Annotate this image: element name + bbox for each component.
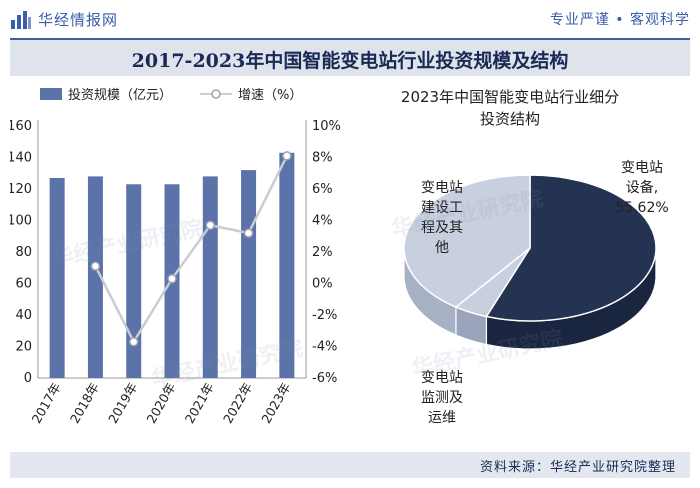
growth-point: [282, 151, 292, 161]
x-tick-label: 2018年: [67, 380, 102, 426]
legend: 投资规模（亿元） 增速（%）: [40, 87, 302, 103]
growth-point: [167, 274, 177, 284]
legend-bar-label: 投资规模（亿元）: [68, 87, 172, 103]
legend-line-marker: [211, 89, 221, 99]
left-tick-label: 120: [10, 182, 32, 197]
x-tick-label: 2017年: [29, 380, 64, 426]
bar: [87, 176, 103, 378]
growth-point: [243, 228, 254, 238]
right-tick-label: -4%: [312, 340, 337, 355]
growth-line: [94, 155, 288, 345]
pie-label-line: 变电站: [421, 180, 463, 196]
left-tick-label: 100: [10, 214, 32, 229]
right-tick-label: 6%: [312, 182, 333, 197]
brand-logo-icon: [11, 11, 31, 29]
pie-slice-label: 变电站建设工程及其他: [421, 180, 463, 256]
chart-panel: 华经产业研究院 华经产业研究院 华经产业研究院 华经产业研究院 投资规模（亿元）…: [7, 76, 690, 460]
growth-point: [90, 261, 101, 271]
pie-label-line: 建设工: [421, 200, 463, 216]
bar: [126, 184, 142, 378]
top-bar: 华经情报网 专业严谨 • 客观科学: [0, 0, 700, 38]
x-tick-label: 2023年: [258, 380, 293, 426]
right-tick-label: 8%: [312, 151, 333, 166]
right-tick-label: 0%: [312, 277, 333, 292]
source-note: 资料来源：华经产业研究院整理: [479, 460, 676, 475]
pie-slice: [403, 174, 531, 308]
brand-name: 华经情报网: [38, 11, 119, 29]
left-tick-label: 60: [15, 277, 32, 292]
x-tick-label: 2019年: [105, 380, 140, 426]
right-tick-label: 2%: [312, 245, 333, 260]
right-tick-label: 4%: [312, 214, 333, 229]
bottom-strip: [0, 478, 700, 488]
pie-label-line: 监测及: [421, 390, 463, 406]
pie-slice-label: 变电站监测及运维: [421, 370, 463, 426]
left-tick-label: 0: [24, 371, 32, 386]
legend-bar-swatch: [40, 88, 62, 100]
slogan: 专业严谨 • 客观科学: [549, 12, 690, 28]
right-tick-label: -6%: [312, 371, 337, 386]
bar: [279, 152, 295, 378]
left-tick-label: 140: [10, 151, 32, 166]
pie-title-line-2: 投资结构: [480, 110, 540, 128]
right-tick-label: 10%: [312, 119, 341, 134]
growth-point: [128, 337, 139, 347]
bar: [241, 170, 257, 378]
pie-slice-label: 变电站设备, 55.62%: [615, 160, 668, 216]
pie-label-line: 设备,: [626, 179, 658, 196]
pie-label-line: 运维: [428, 410, 456, 426]
pie-label-line: 他: [435, 240, 449, 256]
x-tick-label: 2022年: [220, 380, 255, 426]
right-tick-label: -2%: [312, 308, 337, 323]
left-tick-label: 40: [15, 308, 32, 323]
page-title: 2017-2023年中国智能变电站行业投资规模及结构: [131, 50, 569, 72]
growth-point: [205, 220, 216, 230]
footer-bar: 资料来源：华经产业研究院整理: [10, 452, 690, 478]
title-bar: 2017-2023年中国智能变电站行业投资规模及结构: [10, 38, 690, 78]
pie-label-line: 变电站: [421, 370, 463, 386]
pie-label-line: 程及其: [421, 220, 463, 236]
x-tick-label: 2021年: [182, 380, 217, 426]
pie-label-line: 变电站: [621, 160, 663, 176]
left-tick-label: 160: [10, 119, 32, 134]
chart-canvas: 投资规模（亿元） 增速（%） 0 20 40 60 80 100 120 140 160 -6%…: [7, 87, 669, 426]
pie-label-line: 55.62%: [615, 200, 668, 216]
pie-title-line-1: 2023年中国智能变电站行业细分: [401, 88, 619, 106]
left-tick-label: 80: [15, 245, 32, 260]
pie-slice: [485, 174, 657, 322]
bar: [49, 177, 65, 378]
left-tick-label: 20: [15, 340, 32, 355]
legend-line-label: 增速（%）: [238, 88, 302, 103]
